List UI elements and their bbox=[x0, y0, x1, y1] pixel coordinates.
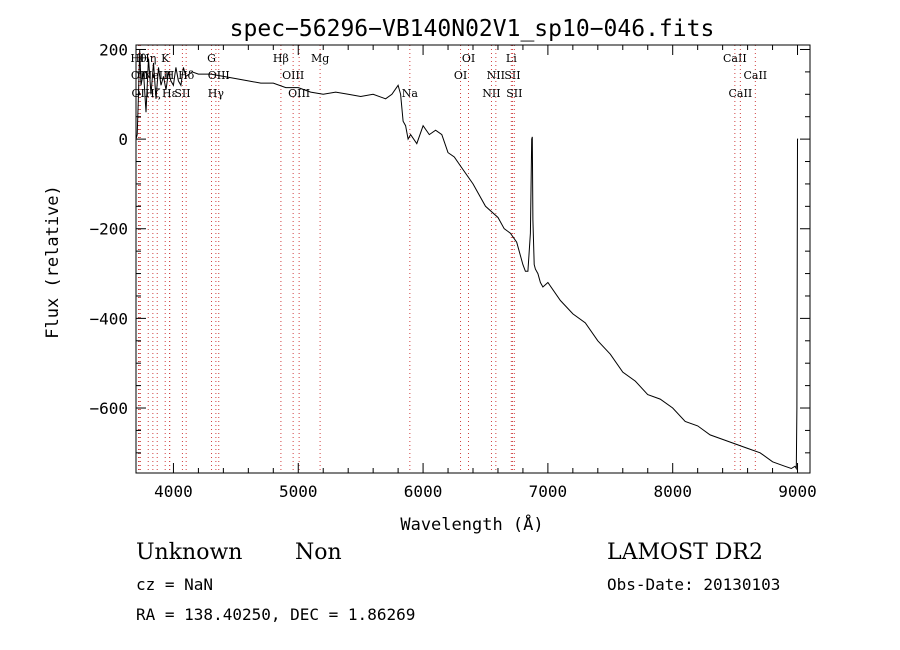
x-tick-label: 5000 bbox=[279, 482, 318, 501]
line-marker-label: Hθ bbox=[130, 52, 147, 65]
line-marker-label: OI bbox=[454, 69, 467, 82]
x-tick-label: 8000 bbox=[653, 482, 692, 501]
line-marker-label: K bbox=[161, 52, 170, 65]
line-marker-label: CaII bbox=[723, 52, 747, 65]
x-tick-label: 4000 bbox=[154, 482, 193, 501]
line-marker-label: G bbox=[207, 52, 216, 65]
line-marker-label: SII bbox=[174, 87, 190, 100]
line-marker-label: SII bbox=[504, 69, 520, 82]
spectrum-line bbox=[135, 49, 799, 471]
y-axis-label: Flux (relative) bbox=[43, 185, 63, 339]
line-marker-label: NII bbox=[487, 69, 505, 82]
line-marker-label: Li bbox=[506, 52, 517, 65]
line-marker-label: CaII bbox=[729, 87, 753, 100]
line-marker-label: OI bbox=[462, 52, 475, 65]
x-tick-label: 9000 bbox=[778, 482, 817, 501]
line-marker-label: CaII bbox=[743, 69, 767, 82]
y-tick-label: −400 bbox=[89, 309, 128, 328]
y-tick-label: 200 bbox=[99, 40, 128, 59]
survey-label: LAMOST DR2 bbox=[607, 540, 763, 565]
line-marker-label: Na bbox=[402, 87, 419, 100]
line-marker-label: SII bbox=[506, 87, 522, 100]
class-label: Unknown bbox=[136, 540, 243, 565]
line-marker-label: Hβ bbox=[273, 52, 289, 65]
line-marker-label: Mg bbox=[311, 52, 329, 65]
y-tick-label: 0 bbox=[118, 130, 128, 149]
chart-title: spec−56296−VB140N02V1_sp10−046.fits bbox=[230, 16, 715, 42]
coordinates: RA = 138.40250, DEC = 1.86269 bbox=[136, 605, 416, 624]
x-axis-label: Wavelength (Å) bbox=[400, 513, 543, 535]
y-tick-label: −200 bbox=[89, 220, 128, 239]
plot-frame bbox=[135, 44, 811, 474]
line-marker-label: Hγ bbox=[208, 87, 225, 100]
emission-line-markers: HθOIIOIIHηHζNeIIIKHHεSIIHδGHγOIIIHβOIIIO… bbox=[130, 45, 767, 473]
obs-date: Obs-Date: 20130103 bbox=[607, 575, 781, 594]
x-tick-label: 7000 bbox=[529, 482, 568, 501]
subclass-label: Non bbox=[295, 540, 342, 565]
line-marker-label: Hε bbox=[162, 87, 178, 100]
line-marker-label: OIII bbox=[288, 87, 310, 100]
line-marker-label: NII bbox=[482, 87, 500, 100]
line-marker-label: OIII bbox=[282, 69, 304, 82]
axis-ticks: 4000 5000 6000 7000 8000 9000 200 0 −200 −400 −600 bbox=[89, 40, 816, 501]
y-tick-label: −600 bbox=[89, 399, 128, 418]
cz-value: cz = NaN bbox=[136, 575, 214, 594]
x-tick-label: 6000 bbox=[404, 482, 443, 501]
